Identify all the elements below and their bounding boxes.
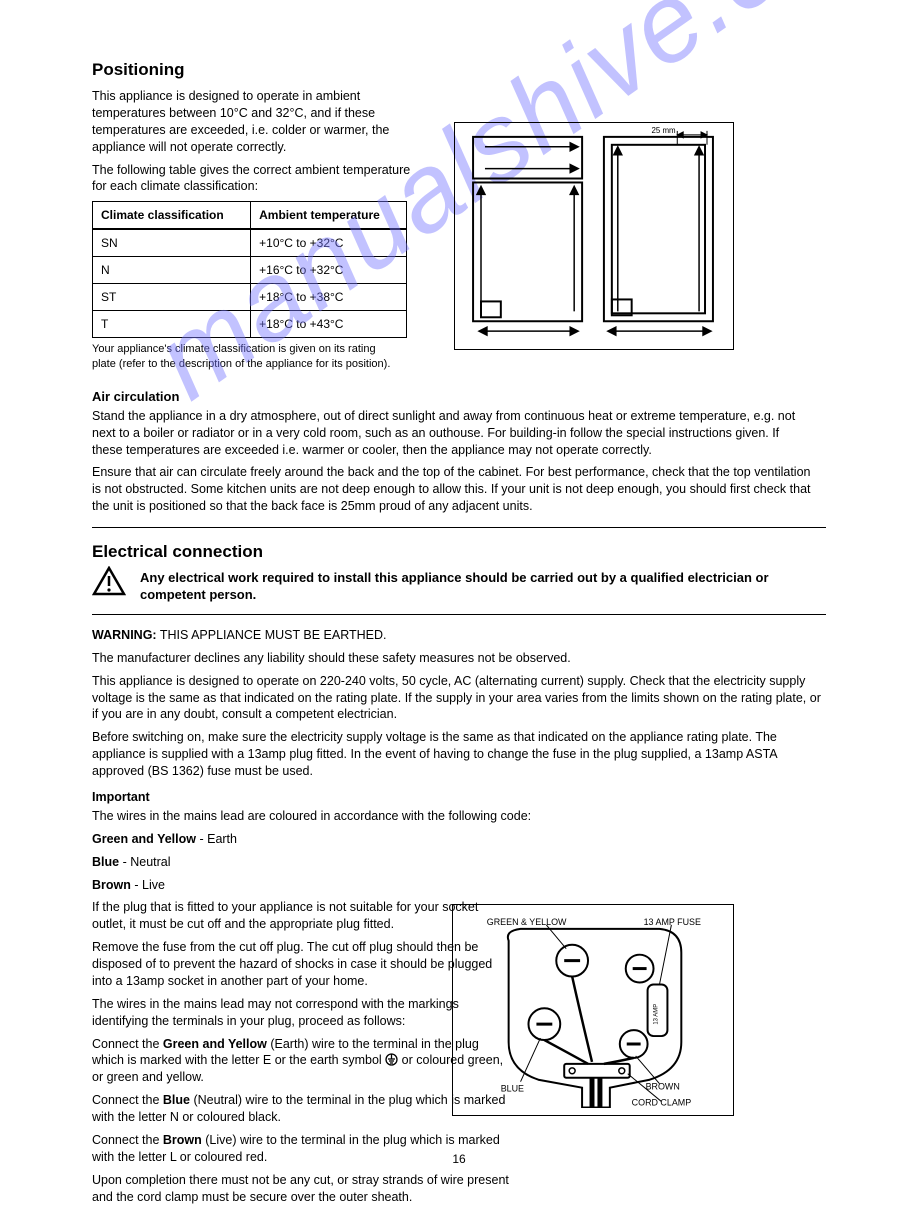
warn-label: WARNING: (92, 628, 157, 642)
narrow-p5-a: Connect the (92, 1093, 163, 1107)
elec-p3: Before switching on, make sure the elect… (92, 729, 826, 780)
airflow-svg: 25 mm (455, 123, 733, 349)
section-divider (92, 527, 826, 528)
table-row: SN +10°C to +32°C (93, 229, 407, 257)
narrow-p1: If the plug that is fitted to your appli… (92, 899, 512, 933)
cell: N (93, 257, 251, 284)
elec-p1: The manufacturer declines any liability … (92, 650, 826, 667)
air-p1: Stand the appliance in a dry atmosphere,… (92, 408, 812, 459)
cell: +18°C to +43°C (251, 311, 407, 338)
plug-label-brown: BROWN (646, 1082, 680, 1092)
warning-text: Any electrical work required to install … (140, 570, 826, 604)
cell: +10°C to +32°C (251, 229, 407, 257)
table-row: ST +18°C to +38°C (93, 284, 407, 311)
climate-table: Climate classification Ambient temperatu… (92, 201, 407, 338)
narrow-p4: Connect the Green and Yellow (Earth) wir… (92, 1036, 512, 1087)
page-number: 16 (452, 1152, 465, 1166)
warning-row: Any electrical work required to install … (92, 570, 826, 604)
narrow-p2: Remove the fuse from the cut off plug. T… (92, 939, 512, 990)
electrical-title: Electrical connection (92, 542, 826, 562)
cell: +18°C to +38°C (251, 284, 407, 311)
climate-note: Your appliance's climate classification … (92, 342, 402, 371)
cell: ST (93, 284, 251, 311)
important-text: The wires in the mains lead are coloured… (92, 808, 826, 825)
wire-gy-val: - Earth (199, 832, 237, 846)
wire-bl-label: Blue (92, 855, 119, 869)
wire-br-val: - Live (134, 878, 165, 892)
figure-plug: 13 AMP GREEN & YELLOW (452, 904, 734, 1116)
cell: SN (93, 229, 251, 257)
important-label: Important (92, 790, 826, 804)
svg-text:13 AMP: 13 AMP (653, 1004, 659, 1025)
wire-br-label: Brown (92, 878, 131, 892)
positioning-p2: The following table gives the correct am… (92, 162, 422, 196)
plug-label-clamp: CORD CLAMP (632, 1098, 692, 1108)
narrow-block: If the plug that is fitted to your appli… (92, 899, 512, 1205)
wire-gy: Green and Yellow - Earth (92, 831, 826, 848)
must-earth: THIS APPLIANCE MUST BE EARTHED. (160, 628, 387, 642)
positioning-title: Positioning (92, 60, 422, 80)
air-p2: Ensure that air can circulate freely aro… (92, 464, 812, 515)
narrow-p6-a: Connect the (92, 1133, 163, 1147)
figure-airflow: 25 mm (454, 122, 734, 350)
wire-gy-label: Green and Yellow (92, 832, 196, 846)
wire-br: Brown - Live (92, 877, 826, 894)
table-row: N +16°C to +32°C (93, 257, 407, 284)
wire-bl-val: - Neutral (123, 855, 171, 869)
positioning-block: Positioning This appliance is designed t… (92, 60, 422, 371)
narrow-p5-b: Blue (163, 1093, 190, 1107)
page: manualshive.com (92, 60, 826, 1205)
climate-th2: Ambient temperature (251, 202, 407, 230)
plug-label-gy: GREEN & YELLOW (487, 917, 567, 927)
positioning-p1: This appliance is designed to operate in… (92, 88, 422, 156)
narrow-p7: Upon completion there must not be any cu… (92, 1172, 512, 1205)
narrow-p4-b: Green and Yellow (163, 1037, 267, 1051)
narrow-p6-b: Brown (163, 1133, 202, 1147)
narrow-p3: The wires in the mains lead may not corr… (92, 996, 512, 1030)
cell: T (93, 311, 251, 338)
warning-icon (92, 566, 126, 596)
plug-label-blue: BLUE (501, 1084, 524, 1094)
warning-divider (92, 614, 826, 615)
plug-svg: 13 AMP GREEN & YELLOW (461, 913, 725, 1108)
cell: +16°C to +32°C (251, 257, 407, 284)
climate-th1: Climate classification (93, 202, 251, 230)
earth-icon (385, 1053, 398, 1066)
plug-label-fuse: 13 AMP FUSE (644, 917, 701, 927)
air-block: Air circulation Stand the appliance in a… (92, 389, 812, 515)
warn-label-line: WARNING: THIS APPLIANCE MUST BE EARTHED. (92, 627, 826, 644)
airflow-dim-label: 25 mm (651, 126, 676, 135)
air-title: Air circulation (92, 389, 812, 404)
table-row: T +18°C to +43°C (93, 311, 407, 338)
elec-p2: This appliance is designed to operate on… (92, 673, 826, 724)
wire-bl: Blue - Neutral (92, 854, 826, 871)
narrow-p5: Connect the Blue (Neutral) wire to the t… (92, 1092, 512, 1126)
narrow-p6: Connect the Brown (Live) wire to the ter… (92, 1132, 512, 1166)
narrow-p4-a: Connect the (92, 1037, 163, 1051)
